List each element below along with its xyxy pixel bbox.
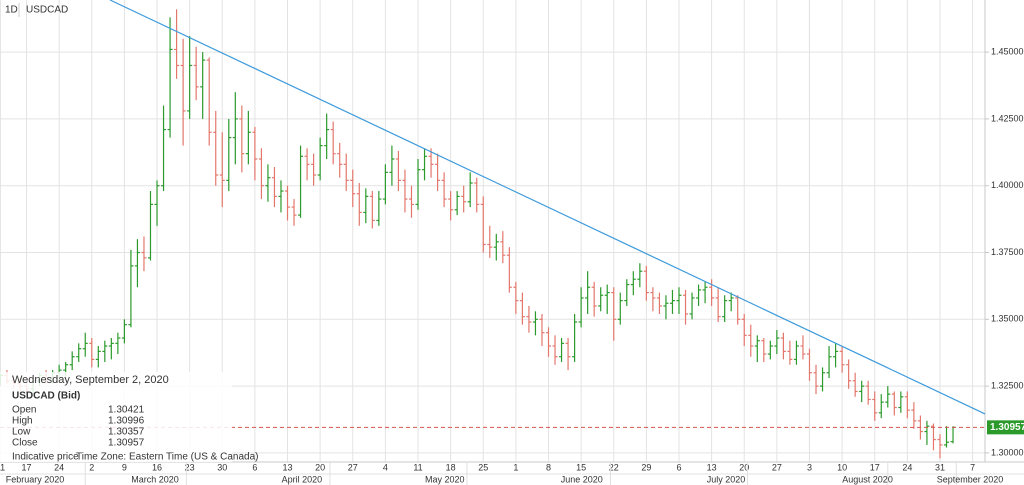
info-label: High bbox=[12, 416, 33, 427]
x-tick-label: 17 bbox=[22, 462, 32, 472]
x-tick-label: 4 bbox=[383, 462, 388, 472]
x-tick-label: 24 bbox=[54, 462, 64, 472]
x-tick-label: 23 bbox=[185, 462, 195, 472]
x-tick-label: 6 bbox=[252, 462, 257, 472]
y-tick-label: 1.45000 bbox=[991, 46, 1024, 56]
x-tick-label: 22 bbox=[609, 462, 619, 472]
info-date: Wednesday, September 2, 2020 bbox=[12, 374, 169, 386]
y-tick-label: 1.40000 bbox=[991, 180, 1024, 190]
x-tick-label: 1 bbox=[513, 462, 518, 472]
bars bbox=[0, 9, 956, 459]
y-tick-label: 1.30000 bbox=[991, 447, 1024, 457]
info-value: 1.30357 bbox=[108, 427, 145, 438]
x-tick-label: 10 bbox=[837, 462, 847, 472]
x-tick-label: 15 bbox=[576, 462, 586, 472]
x-tick-label: 20 bbox=[739, 462, 749, 472]
info-background bbox=[0, 372, 232, 462]
x-tick-label: 11 bbox=[413, 462, 422, 472]
month-label: August 2020 bbox=[842, 474, 893, 484]
info-label: Open bbox=[12, 405, 36, 416]
info-label: Close bbox=[12, 438, 38, 449]
x-tick-label: 27 bbox=[348, 462, 358, 472]
month-label: June 2020 bbox=[561, 474, 603, 484]
x-tick-label: 6 bbox=[676, 462, 681, 472]
x-tick-label: 9 bbox=[122, 462, 127, 472]
month-label: September 2020 bbox=[937, 474, 1004, 484]
current-price-label: 1.30957 bbox=[990, 422, 1024, 433]
y-tick-label: 1.32500 bbox=[991, 380, 1024, 390]
month-label: February 2020 bbox=[6, 474, 65, 484]
x-tick-label: 17 bbox=[870, 462, 880, 472]
x-tick-label: 24 bbox=[902, 462, 912, 472]
x-tick-label: 25 bbox=[478, 462, 488, 472]
x-tick-label: 13 bbox=[283, 462, 293, 472]
x-tick-label: 3 bbox=[807, 462, 812, 472]
x-tick-label: 29 bbox=[641, 462, 651, 472]
month-label: April 2020 bbox=[282, 474, 323, 484]
info-value: 1.30996 bbox=[108, 416, 145, 427]
info-box: Wednesday, September 2, 2020 USDCAD (Bid… bbox=[0, 372, 258, 463]
info-label: Low bbox=[12, 427, 31, 438]
x-tick-label: 27 bbox=[772, 462, 782, 472]
month-label: July 2020 bbox=[707, 474, 746, 484]
x-tick-label: 20 bbox=[315, 462, 325, 472]
x-tick-label: 18 bbox=[446, 462, 456, 472]
x-tick-label: 30 bbox=[217, 462, 227, 472]
month-label: May 2020 bbox=[425, 474, 465, 484]
y-tick-label: 1.42500 bbox=[991, 113, 1024, 123]
y-tick-label: 1.35000 bbox=[991, 314, 1024, 324]
x-tick-label: 7 bbox=[970, 462, 975, 472]
y-tick-label: 1.37500 bbox=[991, 247, 1024, 257]
month-label: March 2020 bbox=[131, 474, 179, 484]
current-price-box bbox=[987, 420, 1024, 435]
info-value: 1.30957 bbox=[108, 438, 145, 449]
trend-line bbox=[109, 0, 986, 415]
info-instrument: USDCAD (Bid) bbox=[12, 391, 80, 402]
x-tick-label: 8 bbox=[546, 462, 551, 472]
x-tick-label: 2 bbox=[89, 462, 94, 472]
symbol: USDCAD bbox=[26, 5, 68, 16]
footer-timezone: Time Zone: Eastern Time (US & Canada) bbox=[76, 452, 258, 463]
x-tick-label: 11 bbox=[0, 462, 5, 472]
x-tick-label: 31 bbox=[935, 462, 945, 472]
x-tick-label: 13 bbox=[707, 462, 717, 472]
interval: 1D bbox=[5, 5, 18, 16]
x-tick-label: 16 bbox=[152, 462, 162, 472]
info-value: 1.30421 bbox=[108, 405, 145, 416]
footer-note: Indicative price bbox=[12, 452, 79, 463]
